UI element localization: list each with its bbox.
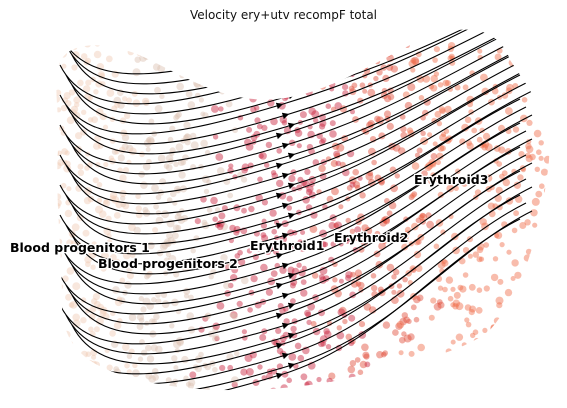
streamline xyxy=(65,82,527,235)
streamline xyxy=(65,130,527,295)
label-erythroid2: Erythroid2 xyxy=(334,230,408,245)
streamline xyxy=(59,98,521,255)
label-blood-progenitors-1: Blood progenitors 1 xyxy=(10,240,150,255)
streamline xyxy=(59,29,521,165)
streamline xyxy=(65,178,527,355)
streamline xyxy=(71,90,533,245)
streamline xyxy=(59,146,521,315)
label-erythroid3: Erythroid3 xyxy=(414,172,488,187)
streamline xyxy=(71,42,533,185)
plot-title: Velocity ery+utv recompF total xyxy=(189,8,378,22)
streamline xyxy=(65,106,527,265)
streamline xyxy=(71,29,533,155)
streamline xyxy=(65,29,527,145)
label-blood-progenitors-2: Blood progenitors 2 xyxy=(98,256,238,271)
label-erythroid1: Erythroid1 xyxy=(250,238,324,253)
streamline xyxy=(65,154,527,325)
streamline xyxy=(65,34,527,175)
streamline xyxy=(71,210,533,391)
streamline xyxy=(59,122,521,285)
streamline xyxy=(59,218,521,391)
streamline xyxy=(59,170,521,345)
streamline xyxy=(59,74,521,225)
streamline xyxy=(71,66,533,215)
streamline xyxy=(65,58,527,205)
cell-scatter xyxy=(56,36,550,391)
streamline xyxy=(59,29,521,135)
streamline xyxy=(59,50,521,195)
velocity-streamlines xyxy=(59,29,533,391)
